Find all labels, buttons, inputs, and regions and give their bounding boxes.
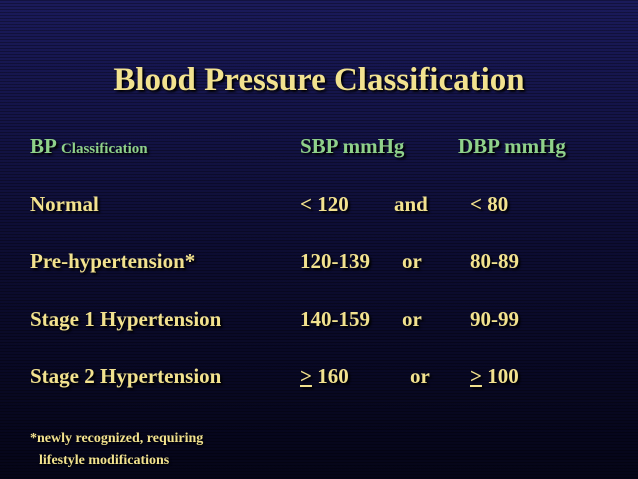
header-classification: BP Classification	[30, 134, 148, 159]
slide-title: Blood Pressure Classification	[113, 62, 525, 98]
row-stage2-sbp-value: 160	[317, 364, 349, 388]
row-prehypertension-sbp: 120-139	[300, 249, 370, 273]
footnote-line-2: lifestyle modifications	[39, 453, 170, 468]
row-prehypertension-dbp: 80-89	[470, 249, 519, 273]
greater-equal-symbol: >	[300, 364, 312, 388]
greater-equal-symbol: >	[470, 364, 482, 388]
row-stage1-conjunction: or	[402, 307, 422, 331]
footnote: *newly recognized, requiring lifestyle m…	[30, 428, 203, 472]
row-stage2-classification: Stage 2 Hypertension	[30, 364, 222, 388]
row-stage2-conjunction: or	[410, 364, 430, 388]
row-stage2-sbp: > 160	[300, 364, 349, 389]
row-stage1-dbp: 90-99	[470, 307, 519, 331]
row-normal-dbp: < 80	[470, 192, 509, 216]
row-normal-classification: Normal	[30, 192, 99, 216]
row-stage2-dbp-value: 100	[487, 364, 519, 388]
header-bp-prefix: BP	[30, 134, 56, 158]
header-sbp: SBP mmHg	[300, 134, 405, 158]
row-prehypertension-classification: Pre-hypertension*	[30, 249, 196, 273]
row-stage1-sbp: 140-159	[300, 307, 370, 331]
row-normal-sbp: < 120	[300, 192, 349, 216]
header-classification-label: Classification	[60, 141, 148, 157]
footnote-line-1: *newly recognized, requiring	[30, 431, 204, 446]
row-stage2-dbp: > 100	[470, 364, 519, 389]
row-stage1-classification: Stage 1 Hypertension	[30, 307, 222, 331]
row-normal-conjunction: and	[394, 192, 428, 216]
header-dbp: DBP mmHg	[458, 134, 566, 158]
row-prehypertension-conjunction: or	[402, 249, 422, 273]
